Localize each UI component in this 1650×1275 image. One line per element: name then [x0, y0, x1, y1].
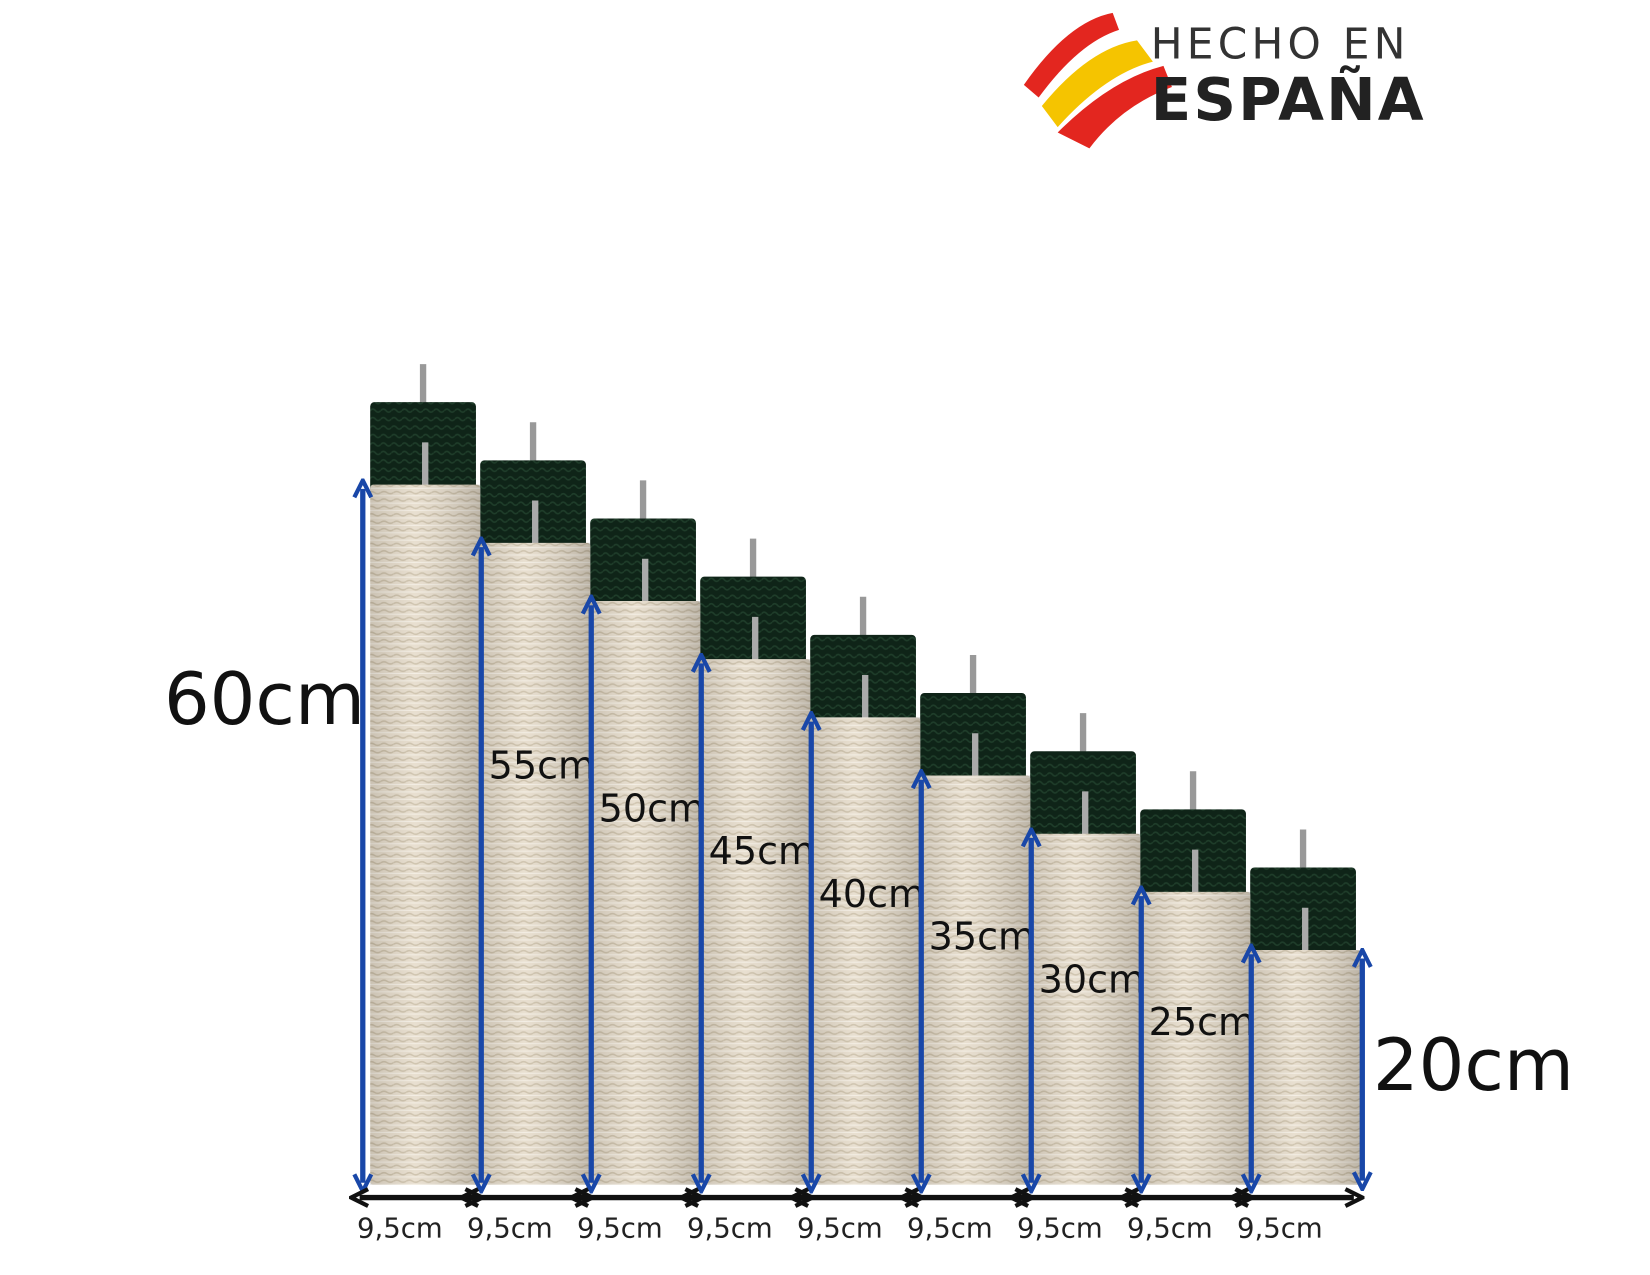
posts: 9,5cm 60cm 9,5cm 55cm 9,5cm 50cm 9,5cm 45cm 9,5c… — [164, 364, 1574, 1244]
logo-line1: HECHO EN — [1151, 19, 1410, 68]
flag-stroke — [1041, 40, 1153, 128]
flag-stroke — [1057, 65, 1172, 149]
flag-stroke — [1023, 12, 1120, 98]
post-shade — [920, 775, 1031, 1185]
width-label: 9,5cm — [1237, 1212, 1323, 1244]
post-shade — [370, 484, 481, 1185]
post-shade — [590, 601, 701, 1185]
height-label: 20cm — [1373, 1023, 1574, 1107]
post-shade — [1250, 950, 1361, 1185]
width-label: 9,5cm — [357, 1212, 443, 1244]
height-label: 50cm — [599, 786, 705, 830]
post-shade — [480, 542, 591, 1185]
post-shade — [1140, 891, 1251, 1185]
post-shade — [1030, 833, 1141, 1185]
width-label: 9,5cm — [467, 1212, 553, 1244]
post-shade — [700, 659, 811, 1185]
height-label: 45cm — [709, 829, 815, 873]
height-label: 40cm — [819, 872, 925, 916]
height-label: 35cm — [929, 915, 1035, 959]
post-shade — [810, 717, 921, 1185]
height-label: 25cm — [1149, 1000, 1255, 1044]
logo: HECHO EN ESPAÑA — [1023, 12, 1426, 149]
height-label: 30cm — [1039, 957, 1145, 1001]
width-label: 9,5cm — [1017, 1212, 1103, 1244]
height-label: 60cm — [164, 657, 365, 741]
width-label: 9,5cm — [577, 1212, 663, 1244]
width-label: 9,5cm — [687, 1212, 773, 1244]
width-label: 9,5cm — [1127, 1212, 1213, 1244]
width-label: 9,5cm — [797, 1212, 883, 1244]
width-label: 9,5cm — [907, 1212, 993, 1244]
height-label: 55cm — [489, 744, 595, 788]
logo-line2: ESPAÑA — [1151, 65, 1426, 134]
